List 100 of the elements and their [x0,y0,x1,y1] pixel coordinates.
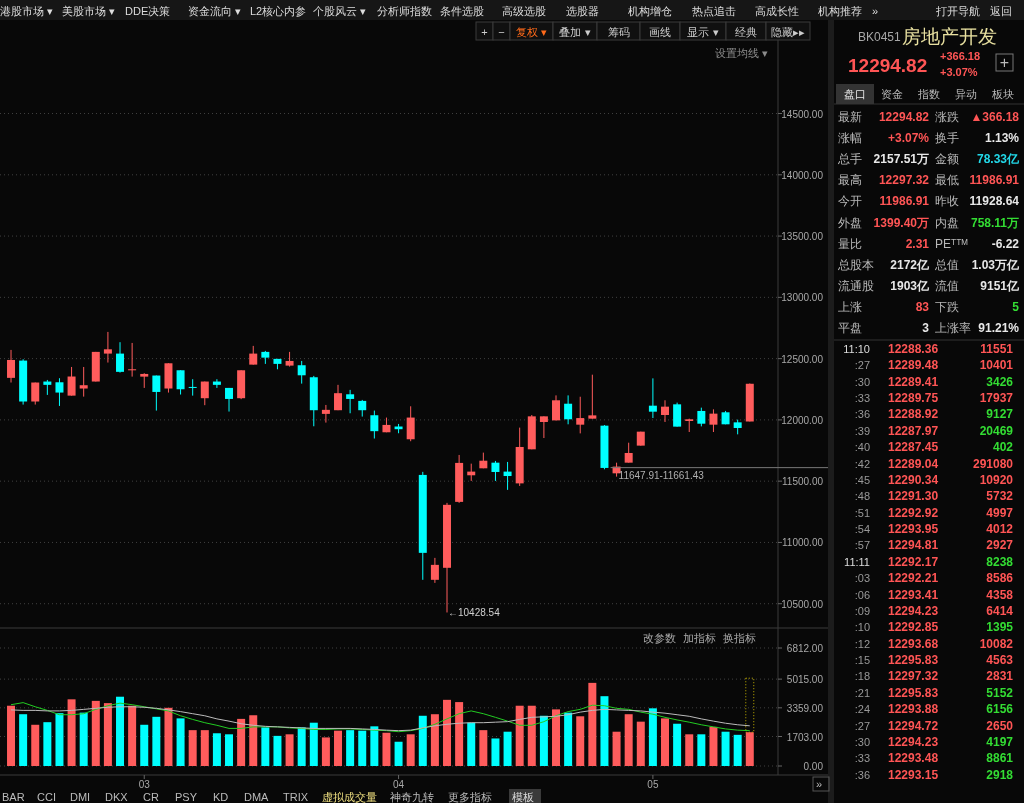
annotation: 改参数 [643,632,676,644]
text: 12293.15 [888,767,939,782]
bar [661,718,669,766]
text: 总手 [837,152,862,167]
text: 2.31 [905,236,930,251]
bar [285,734,294,766]
text: :15 [854,654,870,667]
bar [479,730,488,766]
text: 12293.88 [888,702,939,717]
text: 12292.21 [888,571,939,586]
bar [491,738,500,766]
bar [527,705,536,766]
text: 1395 [986,620,1014,635]
text: CR [143,791,159,803]
text: :30 [854,375,870,388]
text: 复权 ▾ [515,26,548,38]
text: 20469 [979,423,1014,438]
text: 12294.23 [888,734,939,749]
text: 打开导航 [935,5,980,17]
y-tick-label: 13000.00 [781,292,824,304]
text: » [872,5,879,17]
y-tick-label: 0.00 [803,761,824,772]
text: PEᵀᵀᴹ [935,236,968,251]
text: 最新 [838,110,862,124]
text: :21 [854,686,870,699]
bar [55,713,64,766]
x-tick-label: 03 [138,779,151,790]
text: 12297.32 [878,173,930,188]
text: :06 [854,588,870,601]
text: 8238 [986,554,1014,569]
text: 12294.82 [848,55,928,76]
text: 下跌 [935,299,959,314]
text: 12293.41 [888,587,939,602]
y-tick-label: 13500.00 [781,231,824,243]
text: 12289.41 [888,374,939,389]
text: 12289.04 [888,456,939,471]
text: 总值 [934,257,959,272]
text: :39 [854,424,870,437]
bar [430,714,439,766]
text: 5152 [986,685,1014,700]
bar [297,727,306,766]
text: 8861 [986,751,1014,766]
text: 3426 [986,374,1014,389]
text: :33 [854,752,870,765]
text: 12288.92 [888,407,939,422]
text: 更多指标 [448,791,492,803]
bar [140,724,149,766]
text: 资金流向 ▾ [188,5,242,17]
text: +3.07% [887,131,930,146]
bar [721,731,730,766]
bar [636,721,645,766]
annotation: 设置均线 ▾ [714,47,768,59]
text: 4012 [986,522,1014,537]
text: 1399.40万 [873,215,929,230]
text: 12287.97 [888,423,939,438]
text: 条件选股 [440,5,484,17]
text: 9127 [986,407,1014,422]
text: 盘口 [844,88,866,100]
text: 12293.68 [888,636,939,651]
text: 房地产开发 [902,26,997,47]
bar [225,734,234,766]
bar [382,732,391,766]
text: 内盘 [935,215,959,230]
text: -6.22 [991,236,1020,251]
bar [321,737,330,766]
text: 分析师指数 [377,5,432,17]
text: 10920 [979,472,1014,487]
bar [152,716,161,766]
text: L2核心内参 [250,5,307,17]
text: BK0451 [858,30,902,44]
text: 平盘 [838,321,862,335]
bar [346,730,355,766]
text: 11:10 [843,343,870,355]
text: 17937 [979,391,1014,406]
y-tick-label: 5015.00 [786,674,824,686]
text: :45 [854,473,870,486]
text: 量比 [838,236,862,251]
text: 4358 [986,587,1014,602]
text: 5 [1012,299,1020,314]
text: 画线 [649,26,671,38]
bar [31,724,40,766]
text: :33 [854,392,870,405]
text: 流值 [935,278,959,293]
text: 2927 [986,538,1014,553]
annotation: 换指标 [723,632,756,644]
text: 4197 [986,734,1014,749]
text: 流通股 [838,278,874,293]
text: 11928.64 [969,194,1020,209]
bar [212,733,221,766]
bar [358,730,367,766]
bar [188,730,197,766]
text: 资金 [881,88,903,100]
bar [709,726,718,766]
bar [552,709,561,766]
y-tick-label: 14500.00 [781,108,824,120]
bar [261,727,270,766]
text: :30 [854,735,870,748]
bar [128,705,137,766]
text: 10401 [979,358,1014,373]
text: 12292.92 [888,505,939,520]
